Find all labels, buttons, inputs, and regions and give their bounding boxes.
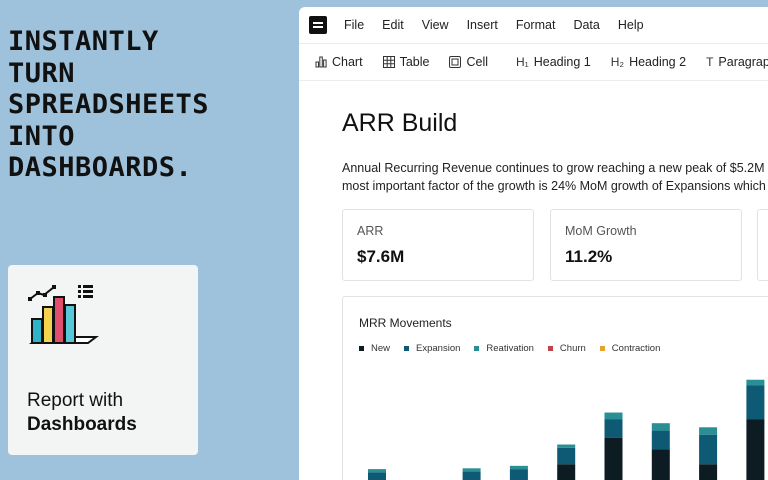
heading2-button[interactable]: H₂ Heading 2: [611, 55, 686, 69]
legend-label: Churn: [559, 343, 586, 354]
legend-item-new: New: [359, 343, 390, 354]
app-logo-icon[interactable]: [309, 16, 327, 34]
legend-label: Reativation: [486, 343, 534, 354]
menu-insert[interactable]: Insert: [466, 18, 498, 32]
legend-label: Expansion: [416, 343, 461, 354]
bar-segment-new[interactable]: [557, 464, 576, 480]
doc-paragraph-line: most important factor of the growth is 2…: [342, 179, 768, 193]
bar-chart-illustration-icon: [28, 285, 99, 344]
bar-segment-reativation[interactable]: [746, 379, 765, 386]
report-card-label: Report with Dashboards: [27, 389, 137, 437]
insert-table-button[interactable]: Table: [382, 55, 430, 69]
headline-line: SPREADSHEETS: [8, 89, 210, 120]
headline-line: DASHBOARDS.: [8, 152, 193, 183]
legend-swatch: [547, 346, 553, 351]
heading1-label: Heading 1: [533, 55, 591, 69]
menu-data[interactable]: Data: [573, 18, 600, 32]
report-card-line2: Dashboards: [27, 414, 137, 435]
bar-segment-reativation[interactable]: [651, 423, 670, 431]
insert-chart-button[interactable]: Chart: [315, 55, 363, 69]
bar-segment-expansion[interactable]: [509, 469, 528, 480]
legend-swatch: [474, 346, 480, 351]
legend-item-contraction: Contraction: [599, 343, 661, 354]
table-button-label: Table: [399, 55, 430, 69]
menubar: File Edit View Insert Format Data Help: [299, 7, 768, 43]
bar-segment-expansion[interactable]: [604, 419, 623, 438]
headline-line: TURN: [8, 57, 76, 89]
bar-segment-reativation[interactable]: [699, 427, 718, 435]
bar-segment-reativation[interactable]: [368, 469, 386, 473]
headline-line: INSTANTLY: [8, 26, 159, 57]
metric-label: ARR: [357, 224, 384, 238]
bar-segment-new[interactable]: [651, 449, 670, 480]
legend-swatch: [599, 346, 605, 351]
chart-plot: [368, 379, 765, 480]
mrr-movements-chart[interactable]: MRR Movements New Expansion Reativation …: [342, 296, 768, 480]
headline: INSTANTLY TURN SPREADSHEETS INTO DASHBOA…: [8, 26, 288, 184]
heading2-label: Heading 2: [629, 55, 687, 69]
paragraph-label: Paragraph: [718, 55, 768, 69]
report-card: Report with Dashboards: [8, 265, 198, 455]
metric-value: 11.2%: [565, 247, 613, 266]
metric-label: MoM Growth: [565, 224, 637, 238]
chart-button-label: Chart: [332, 55, 363, 69]
menu-help[interactable]: Help: [617, 18, 644, 32]
paragraph-button[interactable]: T Paragraph: [706, 55, 768, 69]
menu-view[interactable]: View: [421, 18, 449, 32]
paragraph-icon: T: [706, 55, 714, 69]
bar-segment-expansion[interactable]: [699, 434, 718, 465]
bar-segment-expansion[interactable]: [462, 471, 481, 480]
menu-file[interactable]: File: [344, 18, 365, 32]
menu-edit[interactable]: Edit: [382, 18, 404, 32]
metric-card-arr[interactable]: ARR $7.6M: [342, 209, 534, 281]
bar-segment-expansion[interactable]: [368, 472, 386, 480]
bar-segment-new[interactable]: [699, 464, 718, 480]
bar-segment-expansion[interactable]: [651, 430, 670, 450]
legend-item-expansion: Expansion: [404, 343, 460, 354]
doc-paragraph-line: Annual Recurring Revenue continues to gr…: [342, 161, 768, 175]
report-card-line1: Report with: [27, 390, 124, 411]
doc-paragraph: Annual Recurring Revenue continues to gr…: [342, 159, 768, 195]
bar-segment-new[interactable]: [746, 419, 765, 480]
chart-legend: New Expansion Reativation Churn Contract…: [359, 343, 674, 354]
metric-value: $7.6M: [357, 247, 405, 266]
chart-title: MRR Movements: [359, 316, 452, 330]
legend-item-churn: Churn: [547, 343, 586, 354]
heading2-icon: H₂: [610, 55, 625, 69]
legend-label: New: [371, 343, 391, 354]
page-title: ARR Build: [342, 109, 458, 137]
legend-swatch: [359, 346, 364, 351]
bar-segment-expansion[interactable]: [557, 447, 576, 465]
bar-segment-expansion[interactable]: [746, 385, 765, 420]
table-icon: [382, 56, 395, 68]
bar-segment-reativation[interactable]: [509, 465, 528, 470]
headline-line: INTO: [8, 120, 76, 152]
legend-swatch: [404, 346, 410, 351]
chart-icon: [315, 56, 327, 68]
heading1-icon: H₁: [516, 55, 529, 69]
bar-segment-reativation[interactable]: [604, 412, 623, 420]
bar-segment-new[interactable]: [604, 437, 623, 480]
heading1-button[interactable]: H₁ Heading 1: [516, 55, 591, 69]
bar-segment-reativation[interactable]: [557, 444, 576, 448]
legend-label: Contraction: [611, 343, 661, 354]
metric-card-mom-growth[interactable]: MoM Growth 11.2%: [550, 209, 742, 281]
cell-button-label: Cell: [466, 55, 489, 69]
cell-icon: [449, 56, 462, 68]
bar-segment-reativation[interactable]: [462, 468, 481, 472]
insert-cell-button[interactable]: Cell: [449, 55, 488, 69]
toolbar: Chart Table Cell H₁ Heading 1 H₂: [299, 43, 768, 81]
metric-card-partial[interactable]: [757, 209, 768, 281]
legend-item-reativation: Reativation: [474, 343, 534, 354]
app-window: File Edit View Insert Format Data Help C…: [299, 7, 768, 480]
menu-format[interactable]: Format: [515, 18, 556, 32]
